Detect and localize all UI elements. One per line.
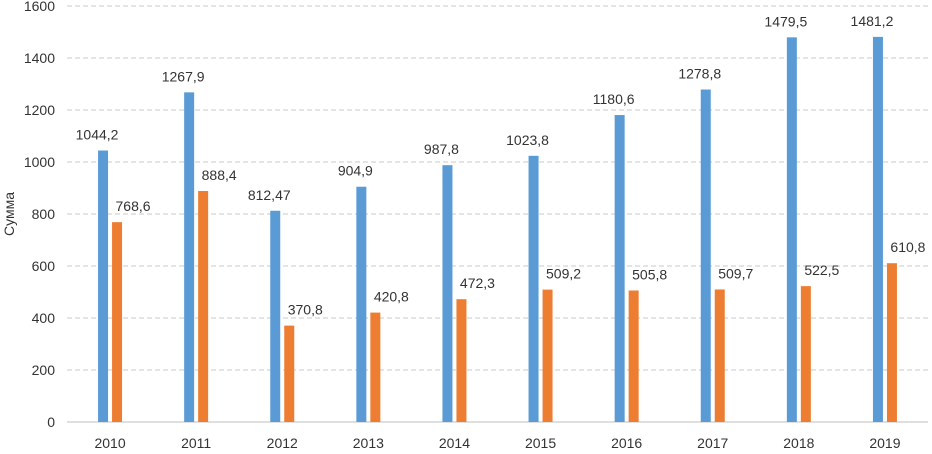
data-label-series-1: 904,9 (338, 163, 373, 179)
data-label-series-2: 505,8 (632, 266, 667, 282)
bar-series-2 (198, 191, 209, 422)
bar-series-1 (700, 89, 711, 423)
data-label-series-2: 472,3 (460, 275, 495, 291)
bar-series-2 (800, 286, 811, 422)
data-label-series-1: 1278,8 (678, 66, 721, 82)
data-label-series-2: 768,6 (116, 198, 151, 214)
data-label-series-1: 812,47 (248, 187, 291, 203)
data-label-series-1: 987,8 (424, 141, 459, 157)
y-tick-label: 1200 (24, 102, 55, 118)
data-label-series-2: 370,8 (288, 302, 323, 318)
x-tick-label: 2016 (611, 435, 642, 449)
x-tick-label: 2012 (267, 435, 298, 449)
data-label-series-1: 1481,2 (851, 13, 894, 29)
data-labels: 1044,2 768,6 1267,9 888,4 812,47 370,8 904,9 42… (76, 13, 926, 318)
bar-series-1 (356, 186, 367, 422)
x-tick-label: 2013 (353, 435, 384, 449)
bar-series-2 (112, 222, 123, 422)
bar-series-1 (184, 92, 195, 422)
y-tick-label: 1400 (24, 50, 55, 66)
bar-series-1 (614, 115, 625, 422)
data-label-series-2: 420,8 (374, 289, 409, 305)
y-tick-label: 200 (32, 362, 56, 378)
bar-series-2 (284, 325, 295, 422)
x-tick-label: 2017 (697, 435, 728, 449)
data-label-series-1: 1023,8 (506, 132, 549, 148)
bar-series-1 (270, 210, 281, 422)
data-label-series-2: 509,7 (718, 265, 753, 281)
x-tick-label: 2015 (525, 435, 556, 449)
bar-series-2 (886, 263, 897, 422)
y-tick-label: 1000 (24, 154, 55, 170)
data-label-series-1: 1180,6 (593, 91, 635, 107)
data-label-series-2: 522,5 (804, 262, 839, 278)
data-label-series-1: 1267,9 (162, 68, 205, 84)
x-tick-label: 2010 (94, 435, 125, 449)
x-tick-label: 2014 (439, 435, 470, 449)
bar-series-1 (872, 36, 883, 422)
data-label-series-1: 1044,2 (76, 127, 119, 143)
data-label-series-2: 610,8 (890, 239, 925, 255)
y-axis-title: Сумма (1, 192, 17, 236)
bar-series-2 (628, 290, 639, 422)
y-tick-label: 0 (47, 414, 55, 430)
y-tick-label: 400 (32, 310, 56, 326)
bar-series-1 (98, 150, 109, 422)
bar-series-1 (528, 155, 539, 422)
bar-series-1 (442, 165, 453, 422)
gridlines (67, 5, 928, 371)
y-tick-label: 800 (32, 206, 56, 222)
bar-series-2 (542, 289, 553, 422)
axes: 0 200 400 600 800 1000 1200 1400 1600 2010 2011 201… (24, 0, 928, 451)
bar-series-2 (456, 299, 467, 422)
bar-series-2 (370, 312, 381, 422)
bar-series-2 (714, 289, 725, 422)
x-tick-label: 2011 (181, 435, 211, 449)
data-label-series-2: 509,2 (546, 266, 581, 282)
bar-series-1 (786, 37, 797, 423)
x-tick-label: 2019 (869, 435, 900, 449)
bars (98, 36, 897, 423)
data-label-series-1: 1479,5 (764, 13, 807, 29)
y-tick-label: 1600 (24, 0, 55, 14)
y-tick-label: 600 (32, 258, 56, 274)
data-label-series-2: 888,4 (202, 167, 237, 183)
x-tick-label: 2018 (783, 435, 814, 449)
